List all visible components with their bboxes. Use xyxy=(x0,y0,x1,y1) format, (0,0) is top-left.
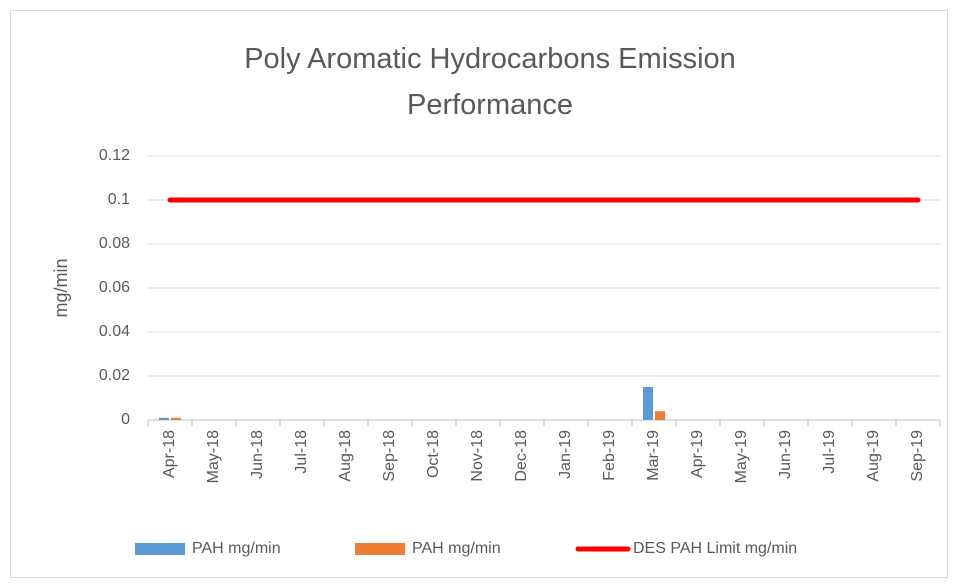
x-tick-label: Jun-18 xyxy=(249,430,266,479)
x-tick-label: Aug-19 xyxy=(865,430,882,482)
y-tick-label: 0.1 xyxy=(108,191,130,208)
x-tick-label: Apr-19 xyxy=(689,430,706,478)
x-tick-label: May-18 xyxy=(205,430,222,483)
x-tick-label: Nov-18 xyxy=(469,430,486,482)
bar xyxy=(171,417,181,420)
y-tick-label: 0.04 xyxy=(99,323,130,340)
legend-label: PAH mg/min xyxy=(192,540,281,557)
x-tick-label: Jul-19 xyxy=(821,430,838,474)
x-tick-label: May-19 xyxy=(733,430,750,483)
x-tick-label: Jun-19 xyxy=(777,430,794,479)
y-tick-label: 0 xyxy=(121,411,130,428)
chart-title: Poly Aromatic Hydrocarbons Emission Perf… xyxy=(244,43,736,121)
legend-label: DES PAH Limit mg/min xyxy=(633,540,797,557)
bar xyxy=(655,411,665,420)
x-tick-label: Sep-18 xyxy=(381,430,398,482)
x-tick-label: Oct-18 xyxy=(425,430,442,478)
x-tick-label: Feb-19 xyxy=(601,430,618,481)
legend-swatch xyxy=(135,543,185,555)
x-tick-label: Dec-18 xyxy=(513,430,530,482)
x-tick-label: Jan-19 xyxy=(557,430,574,479)
bar xyxy=(159,417,169,420)
y-tick-label: 0.08 xyxy=(99,235,130,252)
chart-border xyxy=(10,10,948,578)
y-tick-label: 0.02 xyxy=(99,367,130,384)
y-axis-label: mg/min xyxy=(51,258,71,317)
x-tick-label: Apr-18 xyxy=(161,430,178,478)
x-tick-label: Aug-18 xyxy=(337,430,354,482)
legend-swatch xyxy=(355,543,405,555)
x-tick-label: Sep-19 xyxy=(909,430,926,482)
legend-label: PAH mg/min xyxy=(412,540,501,557)
bar xyxy=(643,387,653,420)
x-tick-label: Jul-18 xyxy=(293,430,310,474)
y-tick-label: 0.12 xyxy=(99,147,130,164)
x-tick-label: Mar-19 xyxy=(645,430,662,481)
y-tick-label: 0.06 xyxy=(99,279,130,296)
